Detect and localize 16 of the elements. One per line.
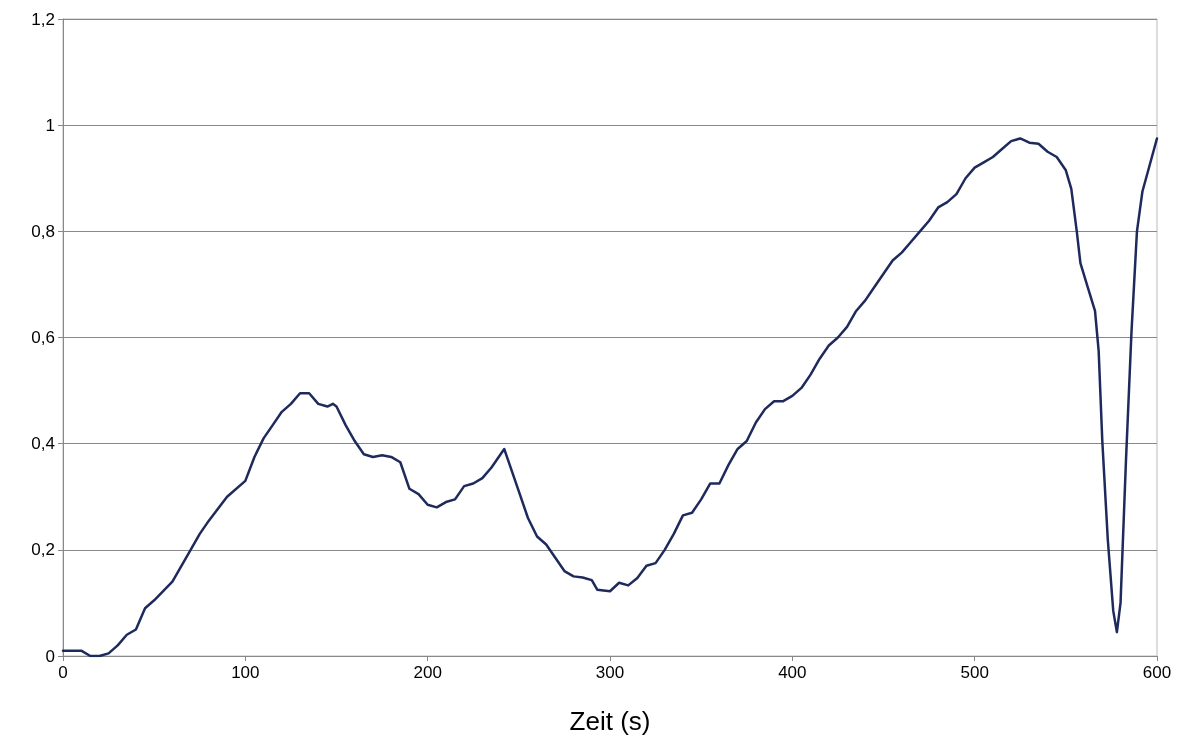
y-tick-label: 0,4: [31, 434, 55, 454]
y-tick-label: 1,2: [31, 9, 55, 29]
x-axis-title: Zeit (s): [569, 706, 651, 736]
x-tick-label: 500: [960, 663, 989, 682]
x-tick-label: 200: [413, 663, 442, 682]
line-series: [61, 137, 1159, 658]
x-tick-label: 300: [595, 663, 625, 682]
y-tick-label: 0,6: [31, 328, 55, 347]
y-tick-label: 1: [45, 115, 55, 135]
x-tick-label: 400: [778, 663, 807, 682]
y-tick-label: 0: [45, 646, 55, 666]
y-tick-label: 0,8: [31, 221, 55, 241]
x-tick-label: 0: [58, 663, 68, 682]
x-tick-label: 100: [231, 663, 260, 682]
y-tick-label: 0,2: [31, 540, 55, 560]
x-tick-label: 600: [1142, 663, 1172, 682]
